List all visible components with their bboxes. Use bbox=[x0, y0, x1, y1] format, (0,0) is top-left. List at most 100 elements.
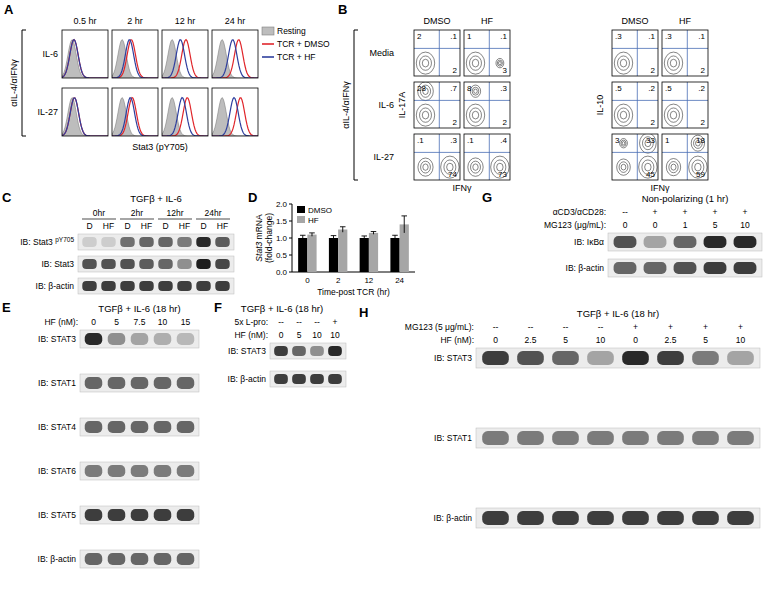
band bbox=[704, 262, 727, 274]
band bbox=[310, 374, 324, 384]
gate-line bbox=[439, 30, 440, 76]
quadrant-percent: .7 bbox=[450, 84, 457, 93]
band bbox=[622, 511, 649, 525]
y-tick-label: 1.0 bbox=[276, 234, 288, 243]
lane-header-name: αCD3/αCD28: bbox=[553, 207, 606, 217]
column-header: HF bbox=[679, 16, 691, 26]
histogram bbox=[62, 98, 108, 136]
lane-header-value: 10 bbox=[740, 220, 750, 230]
gate-line bbox=[464, 48, 510, 49]
band bbox=[101, 281, 115, 291]
contour-group bbox=[614, 52, 632, 74]
band bbox=[131, 377, 148, 389]
y-axis-label: IL-17A bbox=[397, 92, 407, 119]
band bbox=[614, 262, 637, 274]
lane-header-value: HF bbox=[179, 221, 190, 231]
band bbox=[131, 333, 148, 345]
x-axis-label: IFNγ bbox=[651, 183, 670, 193]
band bbox=[657, 351, 684, 365]
band bbox=[101, 259, 115, 269]
legend-label: DMSO bbox=[308, 206, 332, 215]
contour-group bbox=[466, 52, 503, 74]
band bbox=[328, 374, 342, 384]
lane-header-value: D bbox=[162, 221, 168, 231]
group-underline bbox=[120, 219, 154, 220]
contour bbox=[418, 158, 433, 176]
band bbox=[154, 333, 171, 345]
y-tick bbox=[289, 272, 292, 273]
contour bbox=[466, 104, 484, 126]
contour bbox=[422, 59, 428, 67]
legend-swatch bbox=[262, 43, 274, 45]
panel-label: F bbox=[214, 300, 222, 315]
blot-strip bbox=[80, 462, 199, 480]
histogram bbox=[212, 98, 258, 136]
contour bbox=[468, 158, 483, 176]
panel-label: A bbox=[4, 2, 14, 17]
contour bbox=[670, 59, 676, 67]
row-label: IB: STAT1 bbox=[434, 433, 472, 443]
histogram bbox=[62, 40, 108, 78]
plot-frame bbox=[612, 134, 658, 180]
band bbox=[131, 421, 148, 433]
quadrant-percent: 74 bbox=[448, 170, 457, 179]
histogram-frame bbox=[112, 88, 158, 136]
gate-line bbox=[439, 134, 440, 180]
histogram-group bbox=[62, 40, 108, 78]
band bbox=[108, 333, 125, 345]
contour bbox=[618, 56, 630, 70]
error-bar bbox=[340, 227, 346, 232]
panel-label: D bbox=[248, 190, 257, 205]
contour bbox=[471, 161, 481, 173]
band bbox=[704, 236, 727, 248]
gate-line bbox=[464, 100, 510, 101]
quadrant-percent: 3 bbox=[615, 136, 620, 145]
band bbox=[292, 374, 306, 384]
contour bbox=[416, 52, 434, 74]
blot-strip bbox=[608, 233, 762, 251]
blot-strip bbox=[608, 259, 762, 277]
histogram bbox=[62, 40, 108, 78]
lane-header-value: + bbox=[683, 207, 688, 217]
histogram bbox=[212, 40, 258, 78]
plot-frame bbox=[612, 82, 658, 128]
blot-strip bbox=[80, 550, 199, 568]
band bbox=[552, 431, 579, 445]
time-header: 2 hr bbox=[127, 16, 143, 26]
condition-label: αIL-4/αIFNγ bbox=[341, 81, 351, 129]
blot-strip bbox=[80, 418, 199, 436]
blot-strip bbox=[270, 343, 346, 359]
lane-header-value: 5 bbox=[114, 317, 119, 327]
band bbox=[131, 553, 148, 565]
panel-label: B bbox=[338, 2, 347, 17]
lane-header-value: 0 bbox=[279, 330, 284, 340]
band bbox=[727, 431, 754, 445]
histogram-frame bbox=[62, 30, 108, 78]
panel-label: G bbox=[482, 190, 492, 205]
x-axis-label: Time-post TCR (hr) bbox=[317, 287, 390, 297]
lane-header-value: D bbox=[86, 221, 92, 231]
band bbox=[292, 346, 306, 356]
band bbox=[85, 509, 102, 521]
y-tick bbox=[289, 238, 292, 239]
plot-frame bbox=[464, 30, 510, 76]
column-header: DMSO bbox=[622, 16, 649, 26]
band bbox=[177, 333, 194, 345]
quadrant-percent: 45 bbox=[646, 170, 655, 179]
blot-strip bbox=[476, 428, 760, 448]
gate-line bbox=[687, 30, 688, 76]
row-label: IB: β-actin bbox=[228, 374, 267, 384]
band bbox=[622, 431, 649, 445]
row-label: IB: STAT6 bbox=[38, 466, 76, 476]
band bbox=[154, 509, 171, 521]
band bbox=[215, 259, 229, 269]
legend-swatch bbox=[262, 56, 274, 58]
gate-line bbox=[612, 48, 658, 49]
contour bbox=[470, 108, 482, 122]
band bbox=[108, 509, 125, 521]
error-bar bbox=[331, 236, 337, 241]
quadrant-percent: 3 bbox=[503, 66, 508, 75]
x-tick-label: 0 bbox=[305, 276, 310, 285]
gate-line bbox=[637, 134, 638, 180]
histogram bbox=[112, 98, 158, 136]
